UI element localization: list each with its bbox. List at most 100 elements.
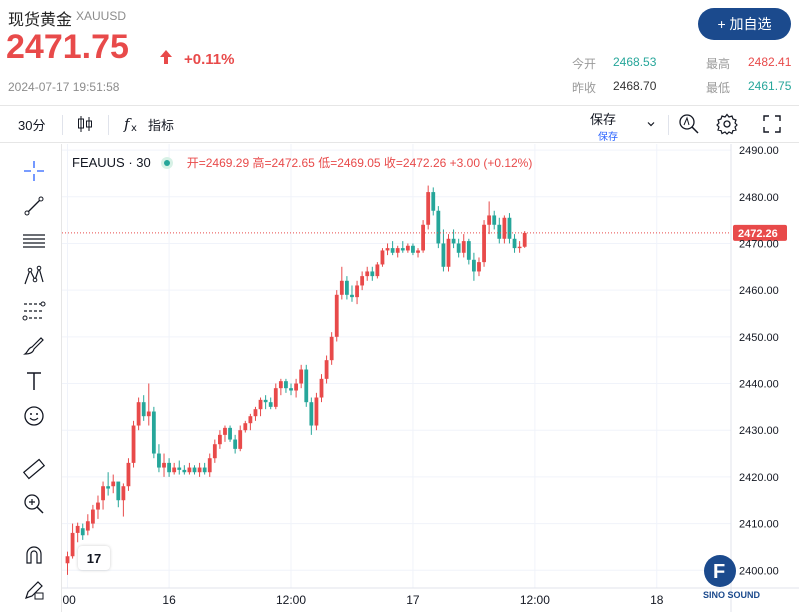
- legend-ohlc: 开=2469.29 高=2472.65 低=2469.05 收=2472.26 …: [186, 156, 533, 170]
- candle-body: [517, 246, 522, 249]
- candle-body: [304, 369, 309, 403]
- candle-body: [136, 402, 141, 426]
- candle-body: [385, 248, 390, 251]
- candle-body: [507, 217, 512, 239]
- price-change-percent: +0.11%: [184, 51, 235, 68]
- candle-body: [477, 262, 481, 272]
- candle-body: [426, 192, 431, 225]
- candle-body: [487, 215, 492, 225]
- candle-body: [390, 248, 395, 253]
- candle-body: [522, 232, 527, 247]
- x-tick-label: 12:00: [276, 593, 306, 607]
- svg-text:F: F: [713, 561, 725, 583]
- candle-body: [207, 458, 212, 473]
- brush-icon[interactable]: [18, 331, 50, 361]
- candle-body: [157, 453, 161, 468]
- fullscreen-icon[interactable]: [762, 106, 782, 142]
- gear-icon[interactable]: [716, 106, 738, 142]
- y-tick-label: 2480.00: [739, 192, 779, 204]
- last-price-label: 2472.26: [738, 228, 778, 240]
- status-dot-icon: [160, 156, 173, 169]
- candle-body: [273, 388, 278, 407]
- lock-pencil-icon[interactable]: [18, 575, 50, 605]
- emoji-icon[interactable]: [18, 401, 50, 431]
- candle-body: [405, 245, 410, 251]
- candle-body: [411, 245, 415, 253]
- candle-body: [258, 399, 263, 410]
- candle-body: [350, 294, 354, 298]
- text-icon[interactable]: [18, 366, 50, 396]
- save-label: 保存: [590, 112, 617, 127]
- candle-body: [218, 434, 222, 445]
- y-tick-label: 2400.00: [739, 565, 779, 577]
- candle-body: [319, 378, 324, 398]
- current-price: 2471.75: [6, 28, 129, 66]
- toolbar-divider: [62, 115, 63, 135]
- candle-body: [80, 528, 85, 536]
- magnet-icon[interactable]: [18, 540, 50, 570]
- horizontal-lines-icon[interactable]: [18, 226, 50, 256]
- candle-body: [314, 397, 319, 426]
- prev-close-label: 昨收: [572, 81, 597, 95]
- y-tick-label: 2420.00: [739, 472, 779, 484]
- candle-body: [212, 444, 217, 459]
- candle-body: [431, 192, 436, 211]
- candle-body: [65, 556, 70, 564]
- candle-body: [96, 502, 100, 510]
- candle-body: [416, 250, 420, 253]
- chevron-down-icon[interactable]: [645, 106, 657, 142]
- candle-body: [345, 280, 349, 295]
- toolbar-divider: [668, 115, 669, 135]
- candle-style-icon[interactable]: [75, 106, 95, 142]
- trend-line-icon[interactable]: [18, 191, 50, 221]
- candle-body: [482, 224, 486, 263]
- candle-body: [243, 423, 248, 431]
- candle-body: [70, 532, 75, 557]
- candle-body: [466, 241, 471, 260]
- svg-text:f: f: [123, 115, 132, 133]
- zoom-in-icon[interactable]: [18, 489, 50, 519]
- candle-body: [141, 402, 146, 417]
- candle-body: [223, 427, 227, 435]
- toolbar-divider: [108, 115, 109, 135]
- x-tick-label: :00: [62, 593, 76, 607]
- candle-body: [497, 224, 502, 239]
- price-chart[interactable]: 2472.26 2400.00 2410.00 2420.00 2430.00 2440.…: [62, 144, 799, 612]
- candle-body: [162, 462, 166, 468]
- candle-body: [106, 486, 111, 489]
- y-tick-label: 2490.00: [739, 145, 779, 157]
- y-tick-label: 2430.00: [739, 425, 779, 437]
- pattern-icon[interactable]: [18, 261, 50, 291]
- y-tick-label: 2470.00: [739, 238, 779, 250]
- fib-icon[interactable]: [18, 296, 50, 326]
- add-watchlist-button[interactable]: + 加自选: [698, 8, 791, 40]
- chart-legend: FEAUUS · 30 开=2469.29 高=2472.65 低=2469.0…: [72, 154, 532, 171]
- svg-text:SINO SOUND: SINO SOUND: [703, 590, 761, 600]
- candle-body: [436, 210, 441, 244]
- crosshair-icon[interactable]: [18, 156, 50, 186]
- candle-body: [172, 467, 177, 473]
- candle-body: [339, 280, 344, 295]
- save-button[interactable]: 保存 保存: [590, 109, 618, 143]
- ruler-icon[interactable]: [18, 454, 50, 484]
- quick-search-icon[interactable]: [678, 106, 700, 142]
- candle-body: [512, 238, 517, 249]
- candle-body: [91, 509, 95, 524]
- candle-body: [121, 486, 126, 501]
- candle-body: [299, 369, 304, 384]
- indicators-button[interactable]: 指标: [148, 117, 175, 133]
- interval-selector[interactable]: 30分: [18, 117, 46, 133]
- save-sub-label: 保存: [598, 132, 618, 143]
- candle-body: [441, 243, 446, 267]
- candle-body: [151, 411, 156, 454]
- high-value: 2482.41: [748, 55, 792, 69]
- candle-body: [375, 264, 380, 277]
- svg-text:x: x: [131, 123, 137, 134]
- candle-body: [355, 285, 359, 298]
- y-tick-label: 2440.00: [739, 379, 779, 391]
- candle-body: [268, 402, 273, 407]
- candle-body: [400, 248, 405, 251]
- candle-body: [289, 388, 293, 391]
